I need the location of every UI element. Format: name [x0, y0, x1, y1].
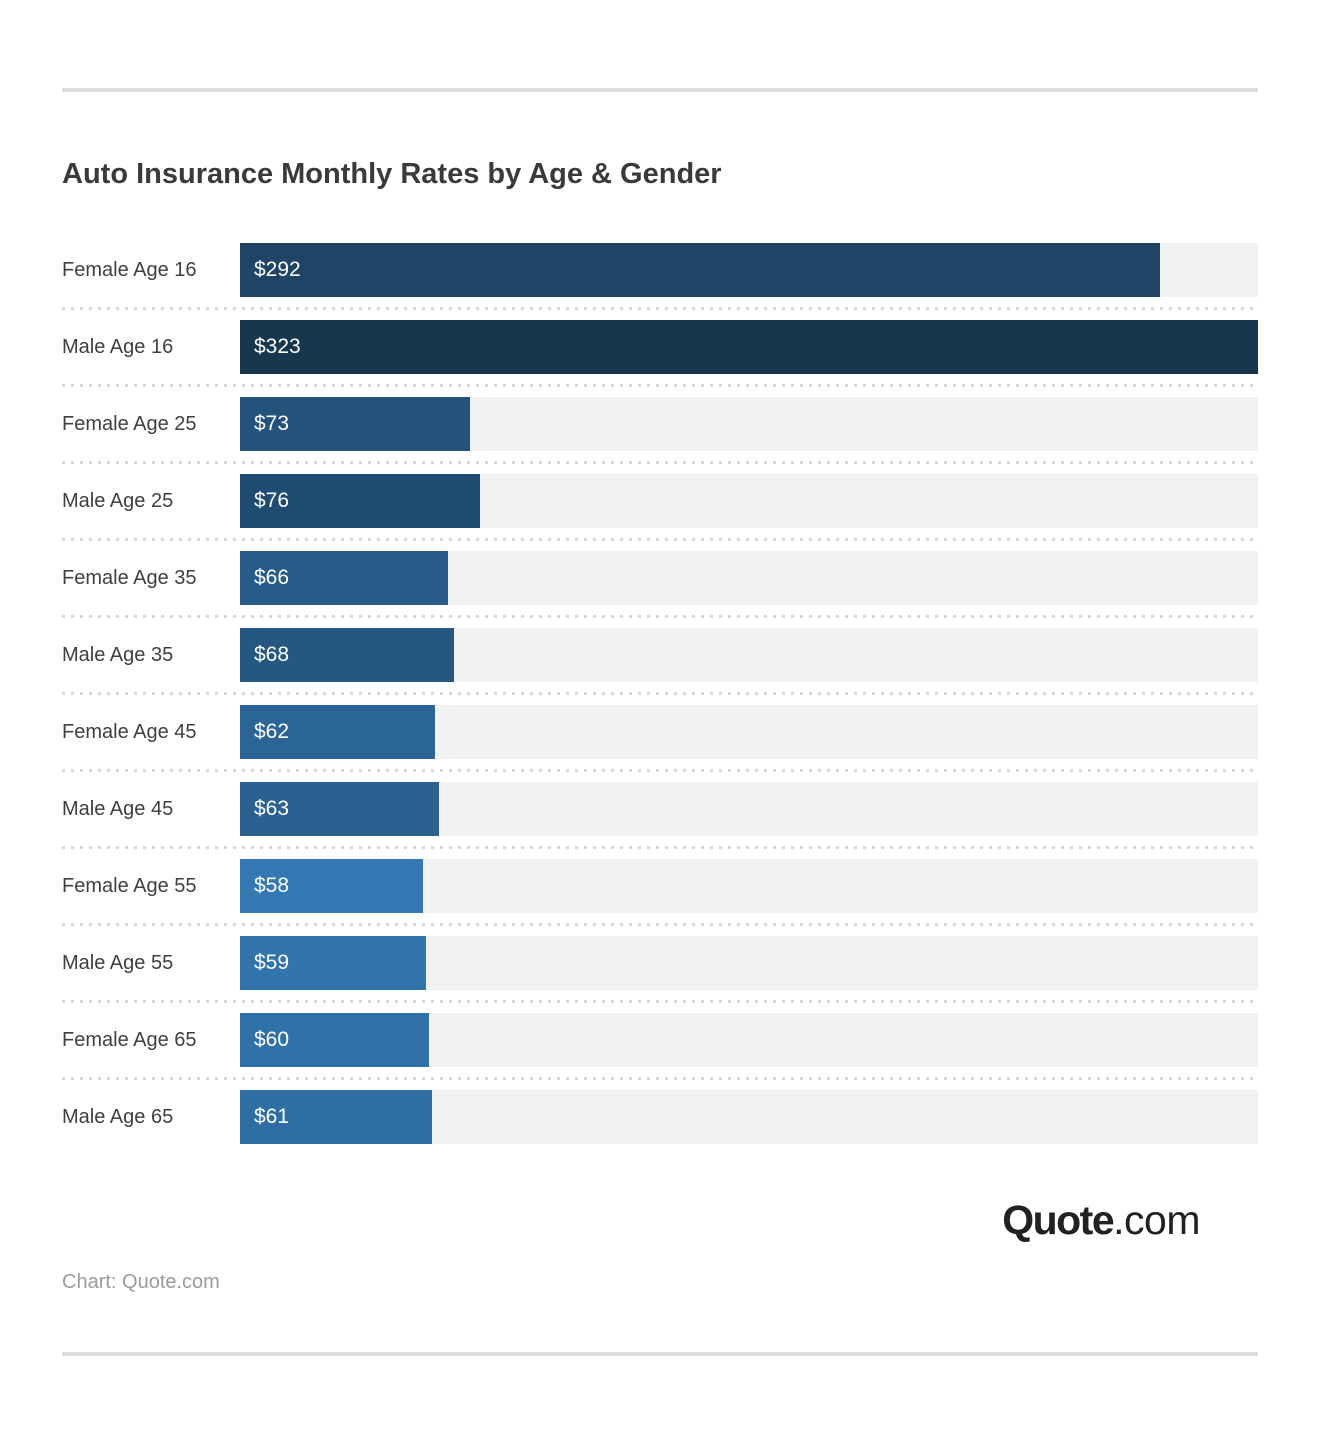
chart-row: Male Age 55 $59 [62, 936, 1258, 990]
bar-chart: Female Age 16 $292 Male Age 16 $323 Fema… [62, 243, 1258, 1144]
bar: $58 [240, 859, 423, 913]
chart-row: Female Age 35 $66 [62, 551, 1258, 605]
bar-track: $76 [240, 474, 1258, 528]
bar-value-label: $59 [254, 951, 290, 974]
category-label: Male Age 35 [62, 643, 174, 666]
bar-track: $59 [240, 936, 1258, 990]
row-separator [62, 923, 1258, 926]
bar-track: $323 [240, 320, 1258, 374]
bar: $63 [240, 782, 439, 836]
bar: $59 [240, 936, 426, 990]
bar-value-label: $63 [254, 797, 290, 820]
chart-row: Female Age 65 $60 [62, 1013, 1258, 1067]
bar: $66 [240, 551, 448, 605]
row-separator [62, 1000, 1258, 1003]
bar-track: $61 [240, 1090, 1258, 1144]
chart-row: Female Age 25 $73 [62, 397, 1258, 451]
quote-logo-suffix: .com [1113, 1197, 1200, 1243]
bar: $60 [240, 1013, 430, 1067]
chart-row: Male Age 65 $61 [62, 1090, 1258, 1144]
quote-logo: Quote.com [62, 1199, 1258, 1241]
bar-value-label: $292 [254, 258, 301, 281]
bar-track: $60 [240, 1013, 1258, 1067]
chart-row: Male Age 45 $63 [62, 782, 1258, 836]
bar-value-label: $62 [254, 720, 290, 743]
category-label: Male Age 55 [62, 951, 174, 974]
source-credit: Chart: Quote.com [62, 1271, 220, 1293]
category-label: Female Age 25 [62, 412, 197, 435]
category-label: Female Age 65 [62, 1028, 197, 1051]
row-separator [62, 384, 1258, 387]
bar-value-label: $73 [254, 412, 290, 435]
category-label: Male Age 25 [62, 489, 174, 512]
bar-value-label: $68 [254, 643, 290, 666]
quote-logo-bold: Quote [1002, 1197, 1114, 1243]
row-separator [62, 769, 1258, 772]
bar: $292 [240, 243, 1161, 297]
bar: $323 [240, 320, 1258, 374]
chart-title: Auto Insurance Monthly Rates by Age & Ge… [62, 158, 722, 190]
bar: $73 [240, 397, 471, 451]
category-label: Male Age 65 [62, 1105, 174, 1128]
row-separator [62, 307, 1258, 310]
bottom-divider [62, 1352, 1258, 1356]
bar-track: $58 [240, 859, 1258, 913]
bar-track: $66 [240, 551, 1258, 605]
chart-row: Female Age 45 $62 [62, 705, 1258, 759]
row-separator [62, 461, 1258, 464]
bar: $62 [240, 705, 436, 759]
bar-track: $292 [240, 243, 1258, 297]
row-separator [62, 692, 1258, 695]
category-label: Female Age 55 [62, 874, 197, 897]
chart-row: Female Age 55 $58 [62, 859, 1258, 913]
bar-value-label: $61 [254, 1105, 290, 1128]
chart-row: Male Age 16 $323 [62, 320, 1258, 374]
bar-track: $73 [240, 397, 1258, 451]
category-label: Male Age 45 [62, 797, 174, 820]
bar: $61 [240, 1090, 433, 1144]
chart-row: Male Age 35 $68 [62, 628, 1258, 682]
bar: $68 [240, 628, 455, 682]
bar-value-label: $66 [254, 566, 290, 589]
category-label: Female Age 35 [62, 566, 197, 589]
row-separator [62, 1077, 1258, 1080]
chart-row: Female Age 16 $292 [62, 243, 1258, 297]
bar-value-label: $60 [254, 1028, 290, 1051]
bar-value-label: $58 [254, 874, 290, 897]
category-label: Female Age 16 [62, 258, 197, 281]
bar-track: $62 [240, 705, 1258, 759]
row-separator [62, 846, 1258, 849]
bar-value-label: $323 [254, 335, 301, 358]
chart-row: Male Age 25 $76 [62, 474, 1258, 528]
category-label: Female Age 45 [62, 720, 197, 743]
bar-value-label: $76 [254, 489, 290, 512]
bar-track: $63 [240, 782, 1258, 836]
row-separator [62, 615, 1258, 618]
bar-track: $68 [240, 628, 1258, 682]
category-label: Male Age 16 [62, 335, 174, 358]
content-area: Auto Insurance Monthly Rates by Age & Ge… [62, 88, 1258, 1356]
top-divider [62, 88, 1258, 92]
row-separator [62, 538, 1258, 541]
bar: $76 [240, 474, 480, 528]
